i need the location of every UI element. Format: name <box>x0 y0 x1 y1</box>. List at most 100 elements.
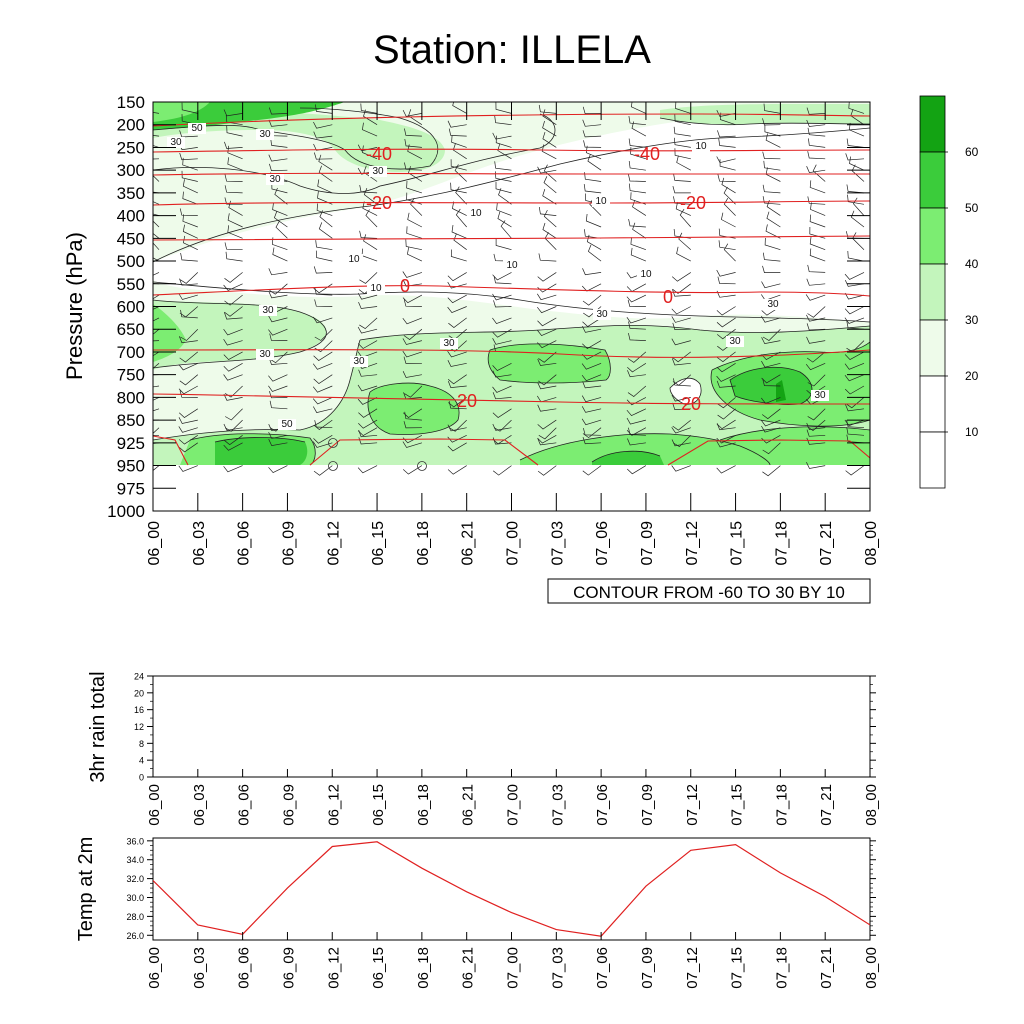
color-bar-segment <box>919 151 946 209</box>
wind-barb <box>492 293 512 301</box>
wind-barb <box>805 362 826 371</box>
x-tick-label: 06_03 <box>191 947 208 989</box>
wind-barb <box>674 114 691 126</box>
wind-barb <box>765 133 781 148</box>
wind-barb <box>845 397 865 409</box>
wind-barb <box>313 465 333 476</box>
wind-barb <box>581 418 602 426</box>
fill-white-band <box>153 108 870 322</box>
wind-barb <box>492 317 512 325</box>
isotherm-label: -20 <box>366 193 392 213</box>
x-tick-label: 07_00 <box>505 784 522 826</box>
wind-barb <box>717 351 736 363</box>
contour-label-bg <box>256 349 274 360</box>
wind-barb <box>673 137 691 148</box>
wind-barb <box>628 427 646 436</box>
wind-barb <box>402 317 423 325</box>
contour-label-bg <box>259 305 277 316</box>
wind-barb <box>223 393 243 401</box>
wind-barb <box>268 385 288 392</box>
wind-barb <box>721 177 736 194</box>
wind-barb <box>224 174 243 182</box>
wind-barb <box>153 294 160 300</box>
wind-barb <box>844 306 865 315</box>
wind-barb <box>717 408 736 420</box>
wind-barb <box>493 300 512 308</box>
wind-barb <box>358 408 378 418</box>
wind-barb <box>153 317 160 322</box>
wind-barb <box>765 224 781 239</box>
isotherm-label: 20 <box>681 394 701 414</box>
wind-barb <box>447 272 467 282</box>
wind-barb <box>357 465 378 474</box>
y-tick-label: 34.0 <box>126 855 144 865</box>
wind-barb <box>178 408 198 418</box>
wind-barb <box>582 268 602 276</box>
x-tick-label: 07_06 <box>594 947 611 989</box>
fill-lower-50-a <box>215 437 308 465</box>
wind-barb <box>844 279 865 287</box>
wind-barb <box>224 242 243 251</box>
wind-barb <box>806 107 826 115</box>
wind-barb <box>717 397 736 409</box>
wind-barb <box>153 191 160 194</box>
wind-barb <box>583 184 602 194</box>
temperature-labels: -40 -40 -20 -20 0 0 20 20 <box>366 144 706 414</box>
wind-barb <box>452 201 467 216</box>
wind-barb <box>671 272 691 282</box>
wind-barb <box>762 328 781 341</box>
wind-barb <box>492 362 512 372</box>
x-tick-label: 06_15 <box>370 521 387 566</box>
wind-barb <box>492 423 512 431</box>
wind-barb <box>450 249 467 262</box>
x-tick-label: 07_21 <box>818 784 835 826</box>
wind-barb <box>583 140 602 148</box>
wind-barb <box>542 109 557 125</box>
isotherm-line <box>153 113 870 127</box>
wind-barb <box>274 187 288 205</box>
surface-marker <box>328 438 338 448</box>
y-tick-label: 500 <box>117 252 145 271</box>
surface-markers <box>328 438 427 471</box>
contour-label: 30 <box>729 336 741 347</box>
wind-barb <box>358 429 378 438</box>
wind-barb <box>762 196 781 205</box>
wind-barb <box>844 292 865 300</box>
wind-barb <box>762 151 781 160</box>
wind-barb <box>365 209 378 228</box>
wind-barb <box>227 213 243 228</box>
wind-barb <box>315 250 333 262</box>
wind-barb <box>362 201 378 216</box>
wind-barb <box>452 102 467 114</box>
wind-barb <box>313 434 333 444</box>
color-bar-label: 20 <box>965 369 979 383</box>
wind-barb <box>153 363 160 369</box>
wind-barb <box>581 395 602 403</box>
wind-barb <box>716 434 736 444</box>
wind-barb <box>495 238 512 251</box>
rain-frame <box>152 675 871 778</box>
wind-barb <box>406 180 423 194</box>
wind-barb <box>806 462 826 469</box>
contour-label: 10 <box>470 208 482 219</box>
wind-barb <box>153 408 160 412</box>
wind-barb <box>357 292 378 300</box>
wind-barb <box>268 268 288 276</box>
surface-marker <box>417 461 427 471</box>
wind-barb <box>153 124 160 126</box>
contour-info-text: CONTOUR FROM -60 TO 30 BY 10 <box>573 583 845 602</box>
wind-barb <box>450 182 467 194</box>
color-bar-segment <box>919 319 946 377</box>
contour-line <box>659 117 870 126</box>
wind-barb <box>183 235 198 251</box>
wind-barb <box>179 152 198 161</box>
wind-barb <box>268 107 288 115</box>
isotherm-label: 20 <box>457 391 477 411</box>
wind-barb <box>723 243 736 262</box>
x-tick-label: 07_06 <box>594 784 611 826</box>
wind-barb <box>716 440 736 448</box>
wind-barb <box>582 317 602 327</box>
contour-line <box>367 382 460 435</box>
wind-barb <box>359 185 378 194</box>
